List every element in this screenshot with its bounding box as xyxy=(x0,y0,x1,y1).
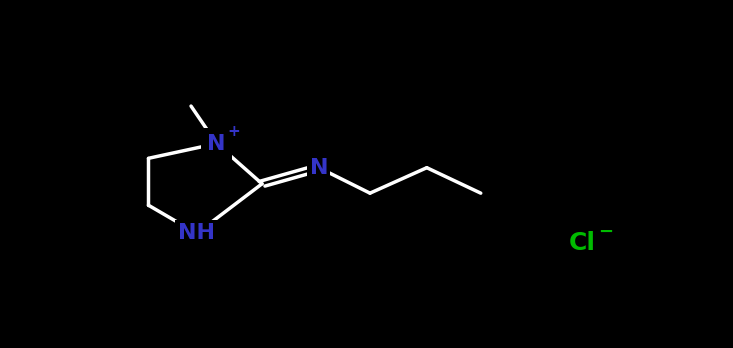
Bar xyxy=(308,154,331,181)
Text: N: N xyxy=(207,134,226,153)
Text: +: + xyxy=(227,124,240,139)
Text: Cl: Cl xyxy=(569,231,596,255)
Bar xyxy=(201,127,232,160)
Text: −: − xyxy=(598,222,614,240)
Bar xyxy=(175,220,218,247)
Text: N: N xyxy=(309,158,328,178)
Text: NH: NH xyxy=(178,223,216,243)
